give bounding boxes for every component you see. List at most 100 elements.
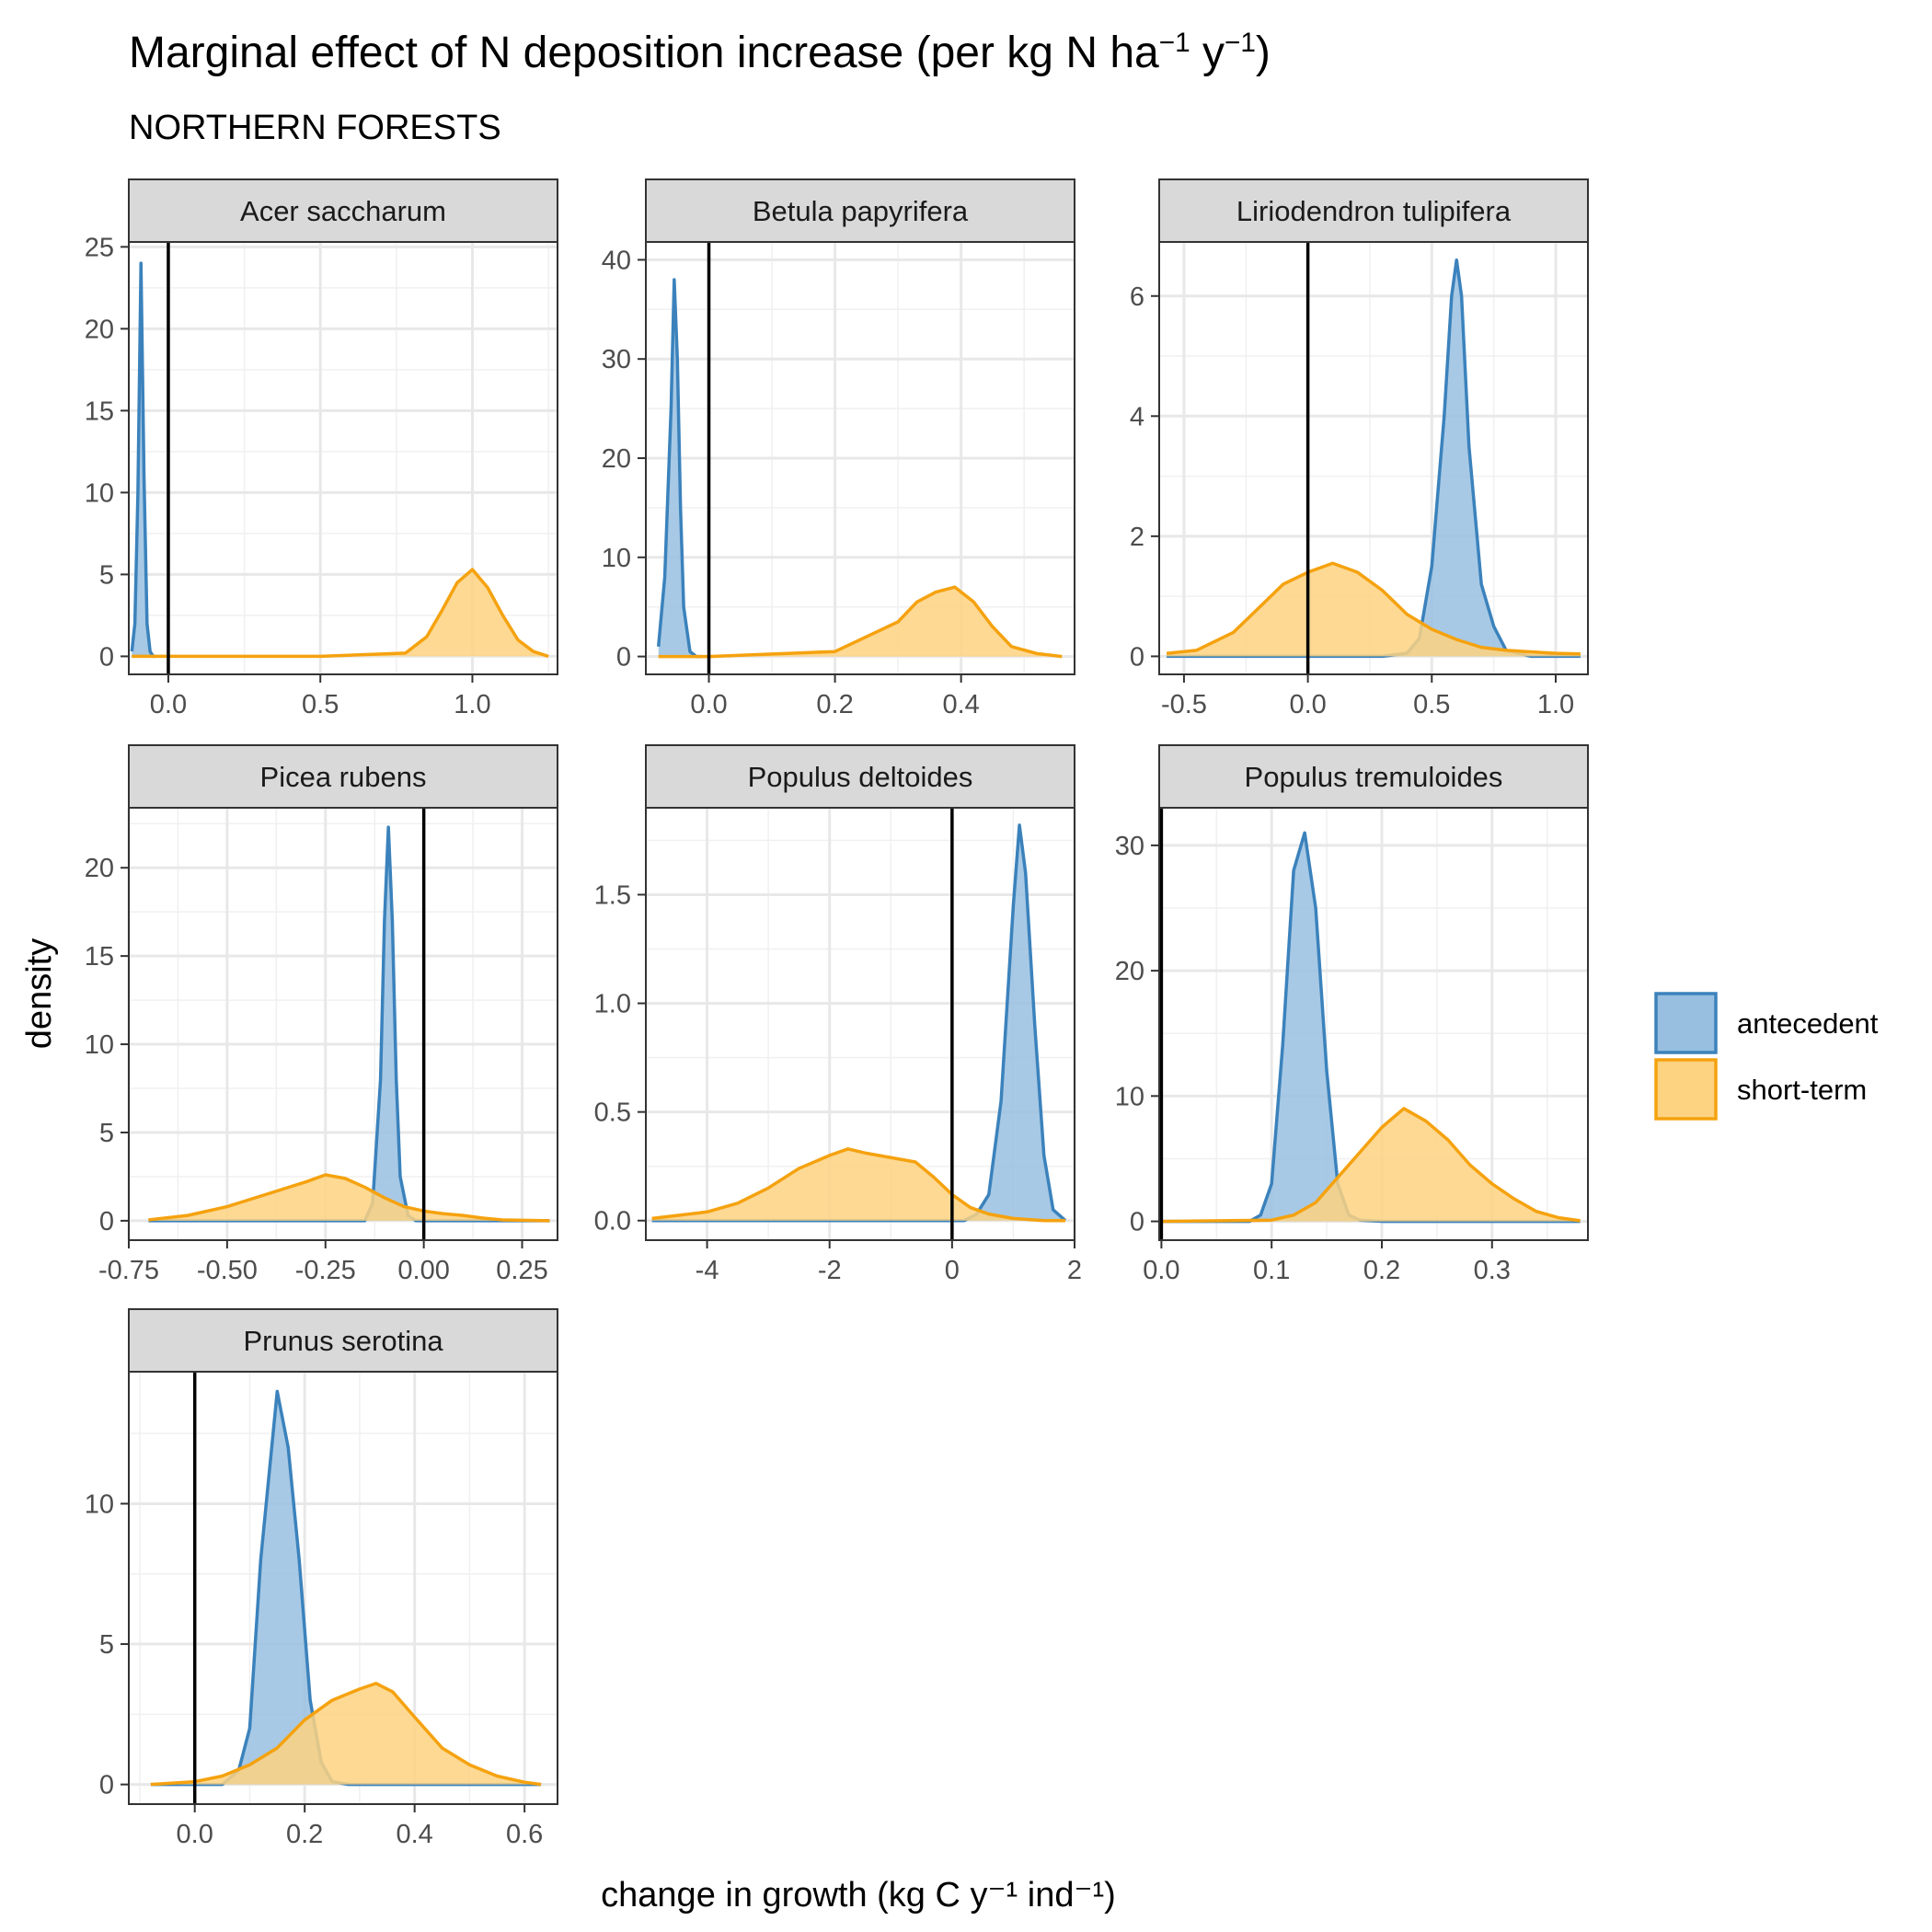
density-line-short-term <box>148 1173 550 1223</box>
density-area-short-term <box>1161 1108 1581 1222</box>
chart-title: Marginal effect of N deposition increase… <box>129 28 1271 77</box>
y-tick-label: 2 <box>1130 523 1144 552</box>
x-tick-label: 0.4 <box>397 1820 433 1849</box>
x-tick-label: 0.5 <box>302 690 339 719</box>
panel-border <box>645 807 1075 1241</box>
x-tick-label: 0.6 <box>506 1820 543 1849</box>
density-line-short-term <box>150 1682 542 1787</box>
y-tick-label: 0 <box>99 1207 114 1236</box>
density-area-antecedent <box>658 279 703 657</box>
panel-border <box>1158 241 1589 675</box>
y-tick-label: 0 <box>1130 642 1144 672</box>
y-tick-label: 6 <box>1130 282 1144 312</box>
panel-prunus-serotina: Prunus serotina 0.0 0.2 0.4 0.6 0 5 10 <box>85 1308 558 1849</box>
y-tick-label: 1.5 <box>594 880 631 910</box>
legend-key-antecedent <box>1654 992 1718 1054</box>
y-tick-label: 30 <box>602 345 631 374</box>
y-tick-label: 5 <box>99 1119 114 1148</box>
x-tick-label: 0.25 <box>496 1256 547 1285</box>
y-tick-label: 0 <box>1130 1208 1144 1237</box>
y-tick-label: 10 <box>1115 1082 1144 1111</box>
density-line-short-term <box>1166 561 1581 656</box>
x-tick-label: -0.25 <box>295 1256 356 1285</box>
x-tick-label: -2 <box>818 1256 842 1285</box>
facet-strip <box>645 178 1075 243</box>
panel-populus-tremuloides: Populus tremuloides 0.0 0.1 0.2 0.3 0 10 20 30 <box>1115 744 1589 1285</box>
y-tick-label: 5 <box>99 560 114 590</box>
density-line-antecedent <box>656 278 703 659</box>
y-tick-label: 10 <box>85 1489 114 1519</box>
legend-label-short-term: short-term <box>1737 1074 1867 1106</box>
y-tick-label: 15 <box>85 397 114 426</box>
facet-strip <box>128 178 558 243</box>
panel-betula-papyrifera: Betula papyrifera 0.0 0.2 0.4 0 10 20 30 40 <box>602 178 1075 719</box>
x-tick-label: 0.0 <box>150 690 187 719</box>
y-axis-title: density <box>20 938 59 1049</box>
y-tick-label: 10 <box>85 1030 114 1060</box>
y-tick-label: 20 <box>602 444 631 474</box>
x-tick-label: 0.0 <box>690 690 727 719</box>
panel-picea-rubens: Picea rubens -0.75 -0.50 -0.25 0.00 0.25 0 5 10 1… <box>85 744 558 1285</box>
panel-background <box>129 808 558 1240</box>
y-tick-label: 4 <box>1130 402 1144 431</box>
x-tick-label: 0.3 <box>1474 1256 1511 1285</box>
density-line-short-term <box>1161 1107 1581 1224</box>
facet-strip <box>645 744 1075 809</box>
y-tick-label: 0.0 <box>594 1207 631 1236</box>
density-area-short-term <box>1167 563 1581 657</box>
facet-strip <box>128 1308 558 1373</box>
facet-strip <box>128 744 558 809</box>
panel-border <box>128 1371 558 1805</box>
y-tick-label: 0 <box>99 1771 114 1800</box>
x-tick-label: 2 <box>1067 1256 1082 1285</box>
y-tick-label: 20 <box>85 854 114 883</box>
x-tick-label: 0.2 <box>816 690 853 719</box>
facet-label: Prunus serotina <box>243 1325 443 1357</box>
legend-label-antecedent: antecedent <box>1737 1007 1879 1040</box>
facet-strip <box>1158 744 1589 809</box>
facet-label: Populus deltoides <box>748 761 973 793</box>
facet-label: Acer saccharum <box>240 195 446 227</box>
facet-label: Picea rubens <box>260 761 427 793</box>
density-area-antecedent <box>1167 259 1581 657</box>
x-tick-label: 0 <box>945 1256 960 1285</box>
y-tick-label: 10 <box>602 544 631 573</box>
y-tick-label: 5 <box>99 1630 114 1660</box>
density-area-short-term <box>658 587 1063 657</box>
chart-subtitle: NORTHERN FORESTS <box>129 109 501 147</box>
panel-liriodendron-tulipifera: Liriodendron tulipifera -0.5 0.0 0.5 1.0 0 2 4 6 <box>1130 178 1589 719</box>
density-area-short-term <box>148 1175 550 1221</box>
y-tick-label: 25 <box>85 233 114 262</box>
x-tick-label: -0.75 <box>98 1256 159 1285</box>
y-tick-label: 0 <box>616 643 631 673</box>
x-tick-label: -0.5 <box>1161 690 1207 719</box>
x-tick-label: 0.0 <box>1289 690 1326 719</box>
density-line-short-term <box>658 585 1063 659</box>
x-tick-label: 0.1 <box>1253 1256 1290 1285</box>
y-tick-label: 1.0 <box>594 990 631 1019</box>
y-tick-label: 10 <box>85 478 114 508</box>
facet-label: Populus tremuloides <box>1245 761 1503 793</box>
x-axis-title: change in growth (kg C y⁻¹ ind⁻¹) <box>601 1876 1116 1915</box>
panel-border <box>128 241 558 675</box>
density-line-antecedent <box>130 261 156 659</box>
x-tick-label: 0.2 <box>1363 1256 1400 1285</box>
y-tick-label: 0 <box>99 642 114 672</box>
x-tick-label: 0.00 <box>397 1256 449 1285</box>
x-tick-label: -4 <box>696 1256 719 1285</box>
x-tick-label: -0.50 <box>197 1256 258 1285</box>
x-tick-label: 0.5 <box>1413 690 1450 719</box>
facet-strip <box>1158 178 1589 243</box>
y-tick-label: 20 <box>1115 957 1144 986</box>
y-tick-label: 30 <box>1115 832 1144 861</box>
y-tick-label: 15 <box>85 942 114 972</box>
legend: antecedent short-term <box>1654 992 1879 1121</box>
facet-label: Liriodendron tulipifera <box>1236 195 1512 227</box>
legend-key-short-term <box>1654 1058 1718 1121</box>
density-line-short-term <box>651 1147 1066 1223</box>
x-tick-label: 0.0 <box>177 1820 213 1849</box>
panel-populus-deltoides: Populus deltoides -4 -2 0 2 0.0 0.5 1.0 1.5 <box>594 744 1082 1285</box>
facet-label: Betula papyrifera <box>753 195 969 227</box>
density-line-short-term <box>132 568 549 659</box>
y-tick-label: 0.5 <box>594 1098 631 1128</box>
